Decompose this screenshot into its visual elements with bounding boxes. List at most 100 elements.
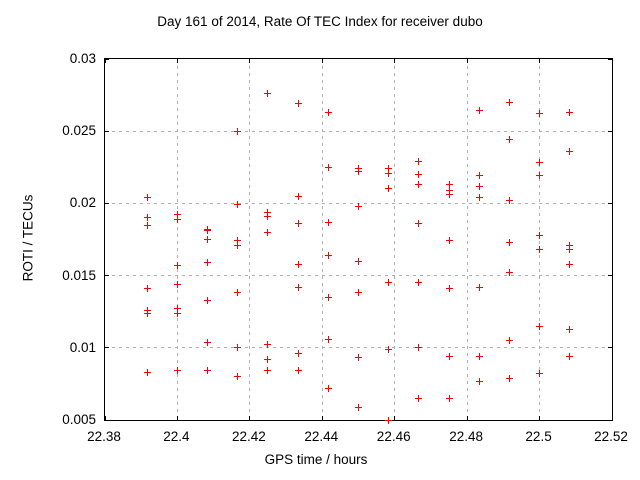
marker-bar xyxy=(358,257,359,265)
marker-bar xyxy=(297,220,299,228)
marker-bar xyxy=(448,191,450,199)
data-point-marker xyxy=(415,279,423,287)
marker-bar xyxy=(478,283,480,291)
data-point-marker xyxy=(234,344,242,352)
data-point-marker xyxy=(566,325,574,333)
data-point-marker xyxy=(475,172,483,180)
data-point-marker xyxy=(324,384,332,392)
grid-line-vertical xyxy=(394,59,396,420)
data-point-marker xyxy=(143,214,151,222)
grid-line-vertical xyxy=(249,59,251,420)
data-point-marker xyxy=(566,246,574,254)
data-point-marker xyxy=(385,345,393,353)
data-point-marker xyxy=(506,238,513,246)
marker-bar xyxy=(509,337,510,345)
y-tick-label: 0.005 xyxy=(62,412,96,427)
data-point-marker xyxy=(355,202,362,210)
data-point-marker xyxy=(294,350,302,358)
marker-bar xyxy=(569,108,571,116)
data-point-marker xyxy=(566,108,574,116)
tick-mark xyxy=(249,59,251,63)
data-point-marker xyxy=(385,279,393,287)
data-point-marker xyxy=(536,322,544,330)
data-point-marker xyxy=(475,107,483,115)
marker-bar xyxy=(237,241,239,249)
tick-mark xyxy=(176,416,178,420)
tick-mark xyxy=(611,59,613,63)
marker-bar xyxy=(448,181,450,189)
data-point-marker xyxy=(264,355,272,363)
marker-bar xyxy=(176,215,178,223)
marker-bar xyxy=(509,374,510,382)
x-axis-label: GPS time / hours xyxy=(264,452,368,467)
marker-bar xyxy=(478,352,480,360)
y-tick-label: 0.01 xyxy=(69,339,96,355)
tick-mark xyxy=(105,202,109,204)
marker-bar xyxy=(176,280,178,288)
data-point-marker xyxy=(264,212,272,220)
marker-bar xyxy=(539,231,541,239)
data-point-marker xyxy=(324,163,332,171)
data-point-marker xyxy=(506,136,513,144)
y-tick-label: 0.03 xyxy=(69,51,96,66)
marker-bar xyxy=(418,158,420,166)
data-point-marker xyxy=(294,220,302,228)
data-point-marker xyxy=(173,280,181,288)
y-tick-label: 0.015 xyxy=(62,267,96,283)
data-point-marker xyxy=(294,260,302,268)
data-point-marker xyxy=(234,201,242,209)
marker-bar xyxy=(327,335,329,343)
data-point-marker xyxy=(173,309,181,317)
grid-line-vertical xyxy=(539,59,541,420)
data-point-marker xyxy=(415,344,423,352)
data-point-marker xyxy=(415,158,423,166)
marker-bar xyxy=(327,163,329,171)
chart-title: Day 161 of 2014, Rate Of TEC Index for r… xyxy=(157,14,483,29)
data-point-marker xyxy=(355,168,362,176)
data-point-marker xyxy=(203,338,211,346)
y-tick-label: 0.02 xyxy=(69,195,96,211)
data-point-marker xyxy=(143,285,151,293)
marker-bar xyxy=(237,373,239,381)
marker-bar xyxy=(267,212,269,220)
data-point-marker xyxy=(475,283,483,291)
tick-mark xyxy=(539,416,541,420)
data-point-marker xyxy=(506,269,513,277)
data-point-marker xyxy=(294,367,302,375)
data-point-marker xyxy=(264,90,272,98)
tick-mark xyxy=(394,59,396,63)
marker-bar xyxy=(478,182,480,190)
data-point-marker xyxy=(294,283,302,291)
tick-mark xyxy=(105,130,109,132)
data-point-marker xyxy=(324,108,332,116)
data-point-marker xyxy=(324,251,332,259)
marker-bar xyxy=(146,221,148,229)
tick-mark xyxy=(608,275,612,277)
marker-bar xyxy=(418,279,420,287)
data-point-marker xyxy=(173,261,181,269)
tick-mark xyxy=(466,59,468,63)
tick-mark xyxy=(611,416,613,420)
marker-bar xyxy=(146,368,148,376)
marker-bar xyxy=(388,345,390,353)
marker-bar xyxy=(418,181,420,189)
marker-bar xyxy=(237,127,239,135)
marker-bar xyxy=(176,211,178,219)
marker-bar xyxy=(358,168,359,176)
data-point-marker xyxy=(264,208,272,216)
x-tick-label: 22.38 xyxy=(87,429,121,444)
tick-mark xyxy=(608,202,612,204)
tick-mark xyxy=(394,416,396,420)
tick-mark xyxy=(105,347,109,349)
marker-bar xyxy=(569,241,571,249)
marker-bar xyxy=(358,403,359,411)
tick-mark xyxy=(321,416,323,420)
tick-mark xyxy=(249,416,251,420)
data-point-marker xyxy=(234,373,242,381)
data-point-marker xyxy=(566,241,574,249)
marker-bar xyxy=(267,90,269,98)
marker-bar xyxy=(267,355,269,363)
data-point-marker xyxy=(536,110,544,118)
data-point-marker xyxy=(324,293,332,301)
marker-bar xyxy=(327,218,329,226)
